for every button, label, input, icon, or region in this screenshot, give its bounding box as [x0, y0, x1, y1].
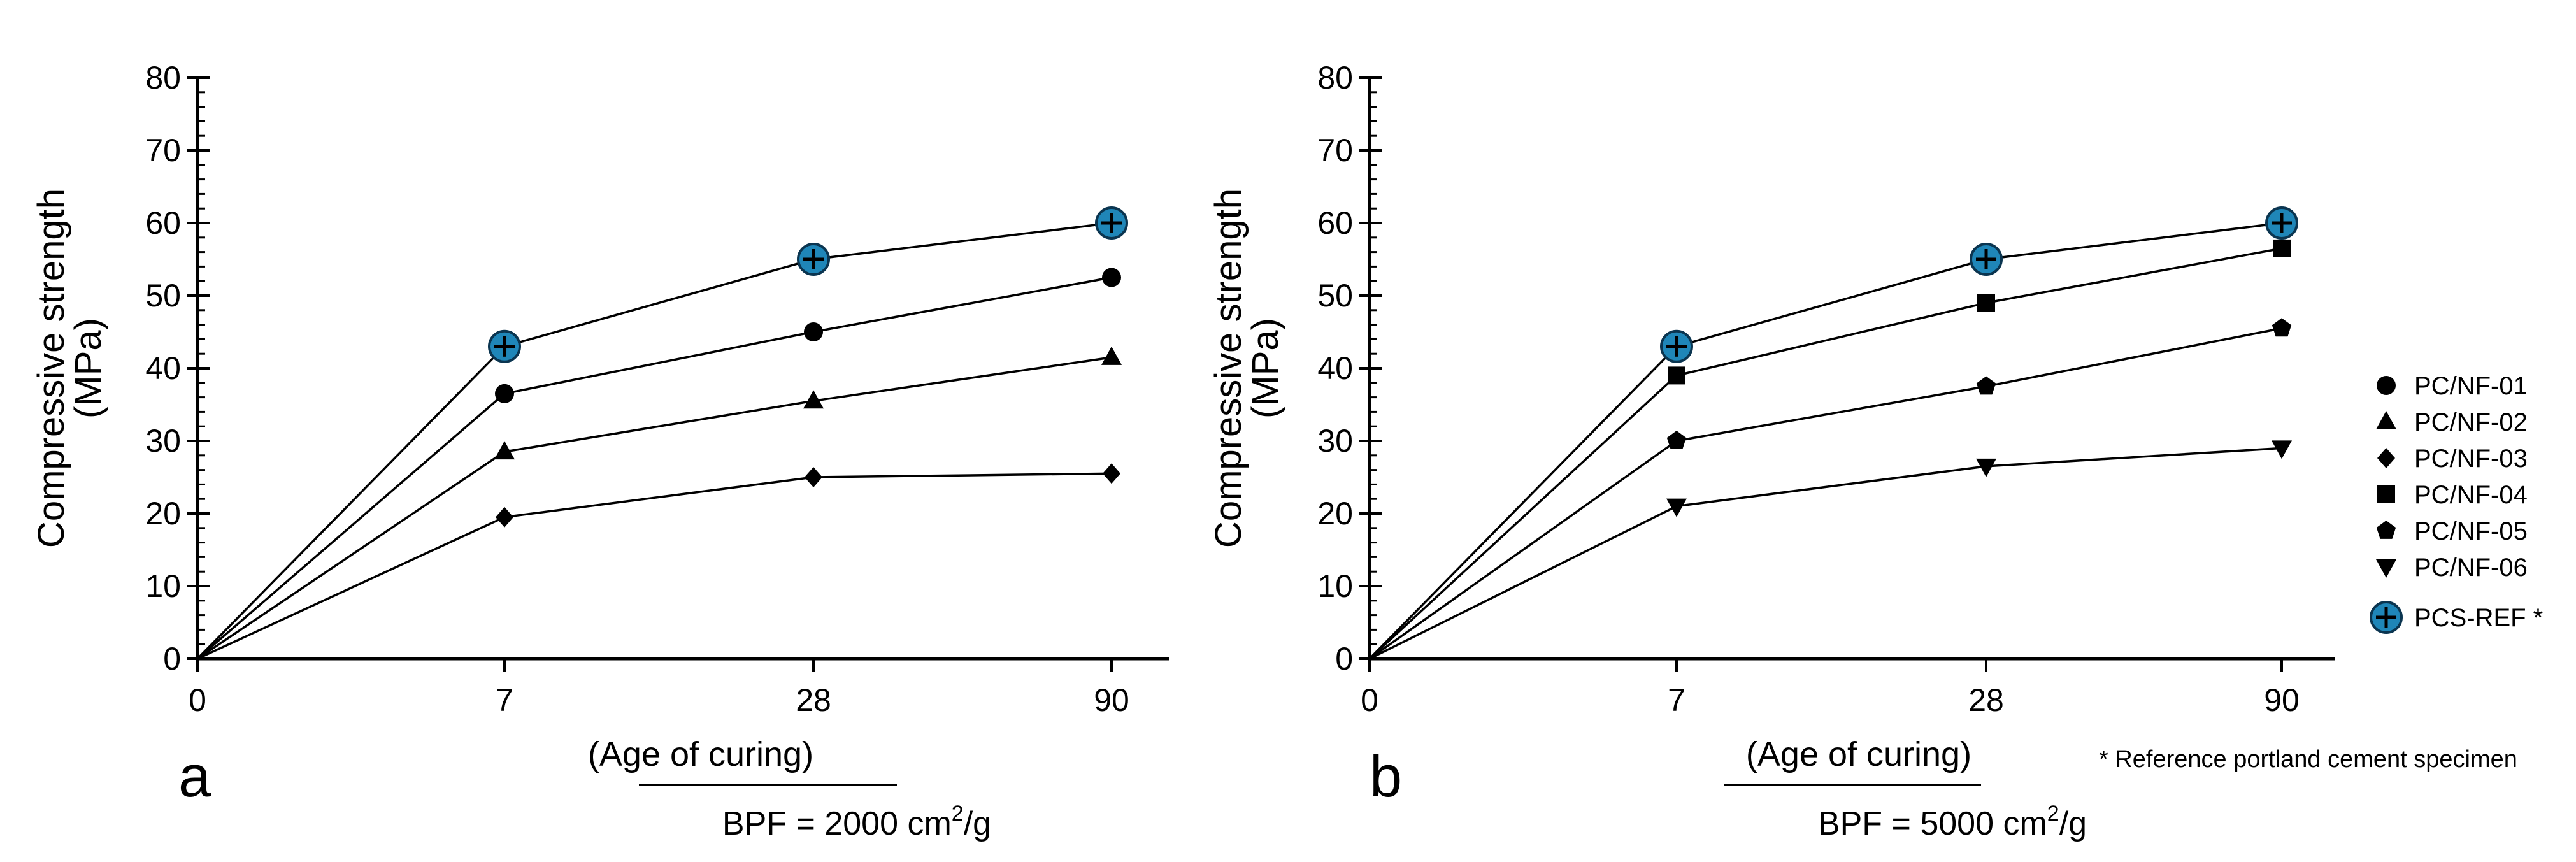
series-line-pc-nf-01 — [196, 276, 1112, 660]
y-tick-label: 60 — [145, 205, 181, 241]
data-point-pcs-ref — [1660, 329, 1693, 363]
data-point-pc-nf-04 — [1668, 366, 1685, 385]
data-point-pc-nf-06 — [1976, 458, 1996, 477]
x-tick-label: 0 — [189, 682, 206, 718]
legend-label: PC/NF-04 — [2414, 481, 2528, 509]
legend: PC/NF-01 PC/NF-02 PC/NF-03 PC/NF-04 PC/NF-05… — [2099, 372, 2543, 773]
chart-panel-a: 0 10 20 30 40 50 60 70 80 0 7 28 90 Compressive stren… — [31, 60, 1169, 842]
footnote: * Reference portland cement specimen — [2099, 746, 2517, 773]
x-axis-label: (Age of curing) — [588, 735, 813, 773]
data-point-pc-nf-01 — [1102, 268, 1121, 287]
x-tick-label: 90 — [2264, 682, 2300, 718]
y-tick-label: 40 — [145, 350, 181, 386]
x-axis-label: (Age of curing) — [1746, 735, 1971, 773]
legend-marker-pc-nf-04 — [2377, 485, 2395, 503]
y-tick-label: 20 — [1317, 496, 1353, 531]
legend-label: PC/NF-06 — [2414, 554, 2528, 582]
legend-marker-pc-nf-01 — [2377, 376, 2396, 395]
y-tick-label: 0 — [1335, 641, 1353, 677]
data-point-pc-nf-02 — [1101, 346, 1122, 365]
y-axis-label: Compressive strength(MPa) — [31, 189, 109, 548]
data-point-pcs-ref — [488, 329, 521, 363]
series-line-pc-nf-06 — [1369, 447, 2282, 660]
y-tick-label: 50 — [1317, 278, 1353, 313]
data-point-pcs-ref — [2265, 206, 2298, 240]
data-point-pc-nf-03 — [805, 467, 822, 487]
data-point-pc-nf-05 — [2272, 318, 2292, 337]
data-point-pcs-ref — [1095, 206, 1128, 240]
y-tick-label: 80 — [145, 60, 181, 96]
y-tick-label: 10 — [1317, 568, 1353, 604]
legend-marker-pcs-ref — [2370, 601, 2403, 634]
y-tick-label: 30 — [145, 423, 181, 459]
y-tick-label: 70 — [145, 133, 181, 168]
chart-panel-b: 0 10 20 30 40 50 60 70 80 0 7 28 90 Compressive stren… — [1208, 60, 2335, 842]
y-tick-label: 40 — [1317, 350, 1353, 386]
legend-item-pc-nf-03: PC/NF-03 — [2377, 445, 2528, 473]
y-axis-label: Compressive strength(MPa) — [1208, 189, 1286, 548]
y-tick-label: 60 — [1317, 205, 1353, 241]
x-tick-label: 28 — [1968, 682, 2004, 718]
data-point-pc-nf-03 — [1103, 463, 1120, 484]
legend-label: PC/NF-05 — [2414, 517, 2528, 545]
legend-item-pc-nf-05: PC/NF-05 — [2376, 517, 2528, 545]
legend-label: PC/NF-01 — [2414, 372, 2528, 400]
data-point-pc-nf-05 — [1666, 431, 1687, 449]
x-tick-label: 7 — [1668, 682, 1685, 718]
x-tick-label: 90 — [1094, 682, 1129, 718]
y-tick-label: 30 — [1317, 423, 1353, 459]
legend-item-pc-nf-02: PC/NF-02 — [2376, 408, 2528, 436]
y-tick-label: 80 — [1317, 60, 1353, 96]
y-tick-label: 70 — [1317, 133, 1353, 168]
series-line-pcs-ref — [196, 222, 1112, 660]
legend-item-pcs-ref: PCS-REF * — [2370, 601, 2543, 634]
data-point-pc-nf-02 — [494, 441, 515, 460]
y-tick-label: 50 — [145, 278, 181, 313]
series-line-pc-nf-02 — [197, 356, 1112, 660]
data-point-pc-nf-04 — [2273, 239, 2291, 257]
panel-letter: a — [178, 744, 211, 809]
data-point-pc-nf-03 — [496, 506, 513, 528]
legend-marker-pc-nf-06 — [2376, 559, 2396, 578]
legend-marker-pc-nf-02 — [2376, 411, 2396, 429]
y-tick-label: 0 — [163, 641, 181, 677]
data-point-pc-nf-02 — [803, 390, 824, 409]
data-point-pc-nf-06 — [1666, 498, 1687, 517]
bpf-label: BPF = 2000 cm2/g — [722, 801, 991, 842]
y-tick-label: 20 — [145, 496, 181, 531]
data-point-pcs-ref — [797, 243, 830, 276]
series-line-pc-nf-05 — [1368, 327, 2282, 660]
legend-label: PC/NF-03 — [2414, 445, 2528, 473]
legend-label: PCS-REF * — [2414, 604, 2543, 632]
legend-label: PC/NF-02 — [2414, 408, 2528, 436]
legend-marker-pc-nf-03 — [2377, 448, 2395, 468]
data-point-pc-nf-06 — [2272, 440, 2292, 459]
legend-item-pc-nf-04: PC/NF-04 — [2377, 481, 2528, 509]
y-tick-label: 10 — [145, 568, 181, 604]
legend-item-pc-nf-06: PC/NF-06 — [2376, 554, 2528, 582]
series-line-pcs-ref — [1368, 222, 2282, 660]
data-point-pc-nf-04 — [1977, 294, 1995, 312]
data-point-pc-nf-01 — [804, 322, 823, 341]
data-point-pcs-ref — [1970, 243, 2003, 276]
x-tick-label: 28 — [796, 682, 831, 718]
data-point-pc-nf-05 — [1976, 376, 1996, 395]
series-line-pc-nf-04 — [1368, 247, 2282, 660]
x-tick-label: 7 — [496, 682, 513, 718]
x-tick-label: 0 — [1361, 682, 1378, 718]
legend-item-pc-nf-01: PC/NF-01 — [2377, 372, 2528, 400]
series-line-pc-nf-03 — [197, 472, 1112, 660]
legend-marker-pc-nf-05 — [2376, 521, 2396, 539]
data-point-pc-nf-01 — [495, 384, 514, 403]
bpf-label: BPF = 5000 cm2/g — [1818, 801, 2087, 842]
panel-letter: b — [1370, 744, 1402, 809]
